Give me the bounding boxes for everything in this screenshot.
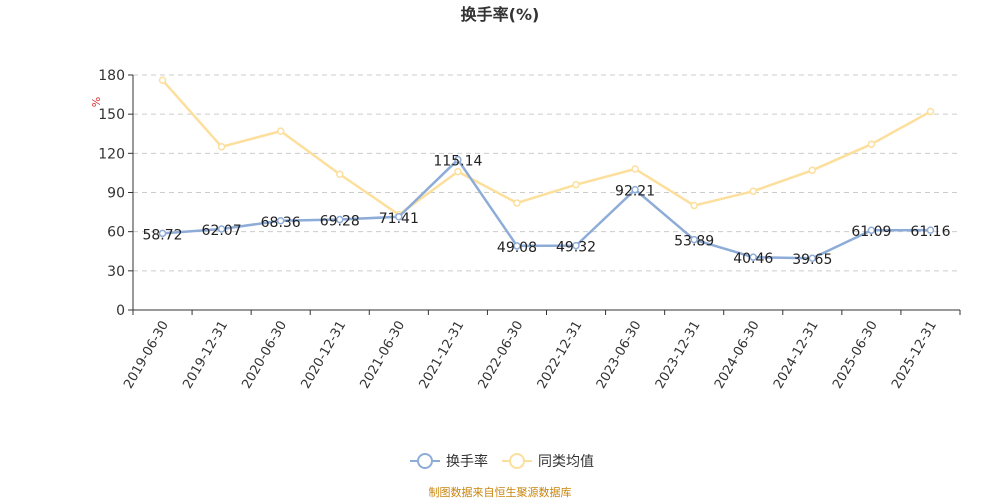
data-point[interactable] <box>749 253 757 261</box>
data-point[interactable] <box>395 213 403 221</box>
data-label: 61.16 <box>910 224 950 240</box>
grid <box>133 74 960 272</box>
data-label: 71.41 <box>379 211 419 227</box>
data-label: 115.14 <box>433 154 482 170</box>
x-tick-label: 2025-06-30 <box>830 319 881 392</box>
series-line <box>162 158 931 260</box>
data-label: 40.46 <box>733 251 773 267</box>
data-label: 69.28 <box>320 214 360 230</box>
data-point[interactable] <box>690 235 698 244</box>
data-point[interactable] <box>158 229 167 238</box>
x-tick-label: 2019-06-30 <box>121 319 172 392</box>
x-tick-label: 2020-06-30 <box>239 319 290 392</box>
y-tick-label: 150 <box>98 107 125 123</box>
series <box>158 76 935 262</box>
data-point[interactable] <box>867 226 876 234</box>
data-point[interactable] <box>631 165 639 173</box>
data-point[interactable] <box>808 166 817 175</box>
x-tick-label: 2024-06-30 <box>712 319 763 392</box>
data-point[interactable] <box>572 241 580 250</box>
x-tick-label: 2022-12-31 <box>535 319 586 392</box>
y-axis-unit: % <box>90 97 103 107</box>
y-tick-label: 90 <box>107 186 125 202</box>
legend-label: 换手率 <box>446 453 488 470</box>
data-labels: 58.72 62.07 68.36 69.28 71.41 115.14 49.08 49.3… <box>142 154 950 269</box>
x-tick-label: 2024-12-31 <box>771 319 822 392</box>
series-line <box>161 79 932 216</box>
data-label: 53.89 <box>674 234 714 250</box>
data-point[interactable] <box>336 215 344 224</box>
data-point[interactable] <box>454 155 462 164</box>
data-label: 49.08 <box>497 240 537 256</box>
chart-title: 换手率(%) <box>461 5 540 24</box>
x-tick-label: 2021-06-30 <box>358 319 409 392</box>
x-tick-label: 2022-06-30 <box>476 319 527 392</box>
data-point[interactable] <box>867 140 876 148</box>
data-point[interactable] <box>454 167 462 176</box>
data-point[interactable] <box>158 76 167 84</box>
y-tick-label: 0 <box>116 303 125 319</box>
data-point[interactable] <box>336 170 344 178</box>
y-tick-label: 180 <box>98 68 125 84</box>
data-point[interactable] <box>926 107 935 116</box>
data-point[interactable] <box>631 185 639 194</box>
data-label: 62.07 <box>202 223 242 239</box>
data-label: 39.65 <box>792 252 832 268</box>
x-tick-label: 2019-12-31 <box>180 319 231 392</box>
data-label: 49.32 <box>556 240 596 256</box>
legend-item[interactable]: 同类均值 <box>502 453 594 470</box>
data-point[interactable] <box>276 127 285 135</box>
y-tick-label: 30 <box>107 264 125 280</box>
data-point[interactable] <box>808 254 817 262</box>
data-point[interactable] <box>217 225 226 233</box>
y-tick-label: 120 <box>98 146 125 162</box>
legend-swatch-marker <box>509 453 525 469</box>
x-tick-label: 2023-12-31 <box>653 319 704 392</box>
data-label: 58.72 <box>142 227 182 243</box>
data-point[interactable] <box>513 242 521 250</box>
data-point[interactable] <box>926 226 935 234</box>
data-point[interactable] <box>572 180 580 189</box>
data-label: 68.36 <box>261 215 301 231</box>
data-point[interactable] <box>513 199 521 207</box>
legend-swatch-marker <box>417 453 433 469</box>
source-note: 制图数据来自恒生聚源数据库 <box>429 485 572 499</box>
data-point[interactable] <box>276 217 285 225</box>
x-tick-label: 2023-06-30 <box>594 319 645 392</box>
data-point[interactable] <box>749 187 757 195</box>
legend-label: 同类均值 <box>538 454 594 470</box>
legend[interactable]: 换手率 同类均值 <box>410 453 594 470</box>
legend-item[interactable]: 换手率 <box>410 453 488 470</box>
data-point[interactable] <box>690 201 698 210</box>
data-label: 92.21 <box>615 184 655 200</box>
y-tick-label: 60 <box>107 225 125 241</box>
x-tick-label: 2020-12-31 <box>298 319 349 392</box>
x-tick-label: 2025-12-31 <box>889 319 940 392</box>
data-point[interactable] <box>217 143 226 151</box>
data-label: 61.09 <box>851 224 891 240</box>
x-tick-label: 2021-12-31 <box>417 319 468 392</box>
